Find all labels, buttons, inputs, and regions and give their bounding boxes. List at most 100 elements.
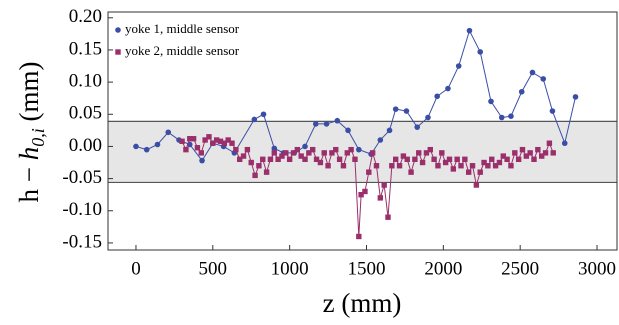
data-point <box>542 150 549 156</box>
x-tick-label: 0 <box>131 258 141 279</box>
data-point <box>540 76 547 82</box>
data-point <box>366 169 372 175</box>
data-point <box>336 156 343 163</box>
data-point <box>233 146 239 153</box>
data-point <box>313 156 320 163</box>
data-point <box>356 233 362 240</box>
y-tick-label: -0.15 <box>62 231 102 252</box>
data-point <box>450 166 457 172</box>
data-point <box>477 169 483 175</box>
data-point <box>294 146 301 153</box>
data-point <box>529 69 536 76</box>
data-point <box>298 153 304 159</box>
y-label-part: 0,i <box>28 128 48 147</box>
data-point <box>572 94 579 100</box>
data-point <box>465 169 472 175</box>
data-point <box>302 156 308 163</box>
data-point <box>267 156 274 163</box>
data-point <box>427 146 433 153</box>
data-point <box>431 156 437 163</box>
data-point <box>194 145 201 151</box>
data-point <box>523 153 530 159</box>
data-point <box>290 150 297 156</box>
data-point <box>485 163 491 169</box>
data-point <box>400 153 407 159</box>
data-point <box>225 137 231 143</box>
y-tick-label: -0.10 <box>62 199 102 220</box>
data-point <box>302 143 308 150</box>
data-point <box>531 156 537 163</box>
data-point <box>279 153 285 159</box>
data-point <box>385 214 391 220</box>
plot-frame <box>107 11 618 251</box>
y-tick-label: 0.05 <box>69 103 102 124</box>
data-point <box>458 163 464 169</box>
y-label-part: (mm) <box>14 62 44 129</box>
data-point <box>310 146 316 153</box>
data-point <box>538 153 545 159</box>
data-point <box>381 182 387 188</box>
data-point <box>527 150 533 156</box>
data-point <box>466 27 473 34</box>
data-point <box>263 169 270 175</box>
data-point <box>373 163 380 169</box>
data-point <box>356 146 362 153</box>
y-tick-label: 0.10 <box>69 70 102 91</box>
data-point <box>179 138 185 144</box>
data-point <box>251 116 258 123</box>
data-point <box>248 159 254 166</box>
data-point <box>333 146 339 153</box>
data-point <box>425 114 431 121</box>
data-point <box>439 150 445 156</box>
data-point <box>434 93 440 100</box>
data-point <box>423 150 430 156</box>
data-point <box>414 124 421 130</box>
data-point <box>252 172 258 179</box>
data-point <box>275 156 281 163</box>
data-point <box>396 163 403 169</box>
legend-label: yoke 2, middle sensor <box>125 43 240 58</box>
data-point <box>240 153 247 159</box>
x-tick-label: 3000 <box>578 258 616 279</box>
data-point <box>498 114 505 121</box>
data-point <box>419 159 426 166</box>
y-label-part: h − <box>14 160 44 202</box>
data-point <box>244 146 251 153</box>
data-point <box>306 150 312 156</box>
x-tick-label: 2000 <box>424 258 462 279</box>
data-point <box>325 163 331 169</box>
data-point <box>535 146 541 153</box>
data-point <box>334 117 341 124</box>
x-tick-label: 500 <box>199 258 228 279</box>
data-point <box>462 156 468 163</box>
data-point <box>492 163 499 169</box>
data-point <box>362 188 368 195</box>
data-point <box>202 137 208 143</box>
data-point <box>518 88 525 95</box>
y-tick-label: -0.05 <box>62 167 102 188</box>
data-point <box>377 137 384 143</box>
data-point <box>512 150 518 156</box>
legend-marker <box>115 49 121 55</box>
data-point <box>190 136 197 142</box>
data-point <box>445 85 451 92</box>
data-point <box>187 136 193 142</box>
data-point <box>199 157 205 164</box>
data-point <box>386 127 393 134</box>
data-point <box>546 140 553 146</box>
data-point <box>165 129 172 136</box>
y-axis-label: h − h0,i (mm) <box>14 62 48 203</box>
y-tick-label: 0.00 <box>69 135 102 156</box>
data-point <box>210 140 216 146</box>
data-point <box>412 156 418 163</box>
data-point <box>260 111 267 118</box>
data-point <box>283 150 289 156</box>
data-point <box>392 106 399 112</box>
data-point <box>469 163 476 169</box>
data-point <box>369 150 376 156</box>
x-tick-label: 2500 <box>501 258 539 279</box>
data-point <box>550 150 556 156</box>
data-point <box>143 146 150 153</box>
data-point <box>213 137 220 143</box>
data-point <box>455 63 462 69</box>
